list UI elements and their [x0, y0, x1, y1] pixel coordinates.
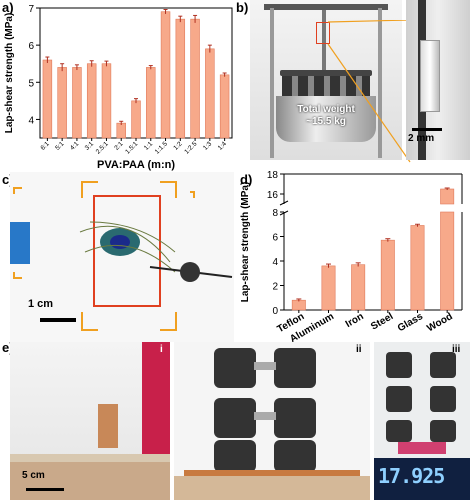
sub-label-ii: ii: [356, 344, 362, 355]
panel-label-d: d): [240, 172, 253, 187]
ytick-label-lower-d-1: 2: [272, 282, 278, 293]
xtick-label-a-1: 5:1: [54, 140, 66, 152]
ytick-label-a-3: 7: [28, 4, 34, 15]
panel-label-e: e): [2, 340, 14, 355]
photo-e-ii: ii: [174, 342, 370, 500]
bar-a-11: [205, 48, 215, 139]
scale-bar-b: [412, 128, 442, 131]
weight-label-line1: Total weight: [297, 104, 355, 115]
bonded-patch: [98, 404, 118, 448]
bonded-board: [184, 470, 360, 476]
ytick-label-a-2: 6: [28, 41, 34, 52]
bar-a-2: [72, 67, 82, 139]
bar-a-10: [190, 18, 200, 139]
panel-label-b: b): [236, 0, 249, 15]
bar-d-5-lower: [440, 211, 455, 311]
sub-label-i: i: [160, 344, 163, 355]
xtick-label-a-6: 1.5:1: [124, 140, 139, 155]
xtick-label-a-2: 4:1: [69, 140, 81, 152]
ytick-label-lower-d-0: 0: [272, 306, 278, 317]
bar-d-3: [380, 239, 395, 311]
bar-d-4: [410, 225, 425, 311]
xtick-label-a-11: 1:3: [202, 140, 214, 152]
ytick-label-a-1: 5: [28, 78, 34, 89]
xtick-label-d-2: Iron: [344, 311, 366, 330]
bar-a-7: [146, 67, 156, 139]
bar-a-4: [101, 63, 112, 139]
xtick-label-a-9: 1:2: [172, 140, 184, 152]
bar-a-8: [160, 11, 171, 139]
xtick-label-a-10: 1:2.5: [183, 140, 198, 155]
bar-a-6: [131, 100, 141, 139]
xtick-label-d-5: Wood: [425, 311, 454, 334]
blue-block: [10, 222, 30, 264]
ytick-label-lower-d-4: 8: [272, 208, 278, 219]
break-mark-upper-d: [279, 200, 289, 206]
scale-display-value: 17.925: [378, 464, 445, 488]
panel-label-a: a): [2, 0, 14, 15]
scale-bar-c-label: 1 cm: [28, 298, 54, 310]
xtick-label-a-3: 3:1: [84, 140, 96, 152]
joint-closeup-photo: 2 mm: [406, 0, 470, 160]
weight-label-line2: ~15.5 kg: [306, 116, 346, 127]
xtick-label-a-12: 1:4: [217, 140, 229, 152]
tensile-rig-photo: Total weight ~15.5 kg: [250, 0, 402, 160]
photo-e-i: 5 cm i: [10, 342, 170, 500]
bar-d-1: [321, 265, 336, 311]
bar-a-3: [86, 63, 97, 139]
bar-d-2: [351, 264, 366, 311]
xtick-label-a-5: 2:1: [113, 140, 125, 152]
bar-a-1: [57, 67, 67, 139]
bar-a-0: [42, 59, 53, 139]
bar-a-5: [116, 122, 126, 139]
scale-bar-e-label: 5 cm: [22, 470, 45, 481]
scale-bar-e: [26, 488, 64, 491]
panel-label-c: c): [2, 172, 14, 187]
xtick-label-a-8: 1:1.5: [154, 140, 169, 155]
photo-e-iii: 17.925 iii: [374, 342, 470, 500]
bar-d-5-upper: [440, 188, 455, 205]
ytick-label-upper-d-0: 16: [267, 190, 279, 201]
xtick-label-a-0: 6:1: [39, 140, 51, 152]
bar-a-12: [219, 74, 230, 139]
xtick-label-d-4: Glass: [396, 311, 425, 334]
break-mark-lower-d: [279, 210, 289, 216]
xtick-label-d-3: Steel: [369, 311, 395, 333]
xtick-label-a-7: 1:1: [143, 140, 155, 152]
ytick-label-lower-d-3: 6: [272, 233, 278, 244]
sub-label-iii: iii: [452, 344, 461, 355]
xlabel-a: PVA:PAA (m:n): [97, 159, 175, 171]
frames-overlay: [13, 181, 233, 331]
ylabel-a: Lap-shear strength (MPa): [4, 13, 15, 134]
zoom-region-frame: [316, 22, 330, 44]
bar-a-9: [175, 18, 186, 139]
scale-display: 17.925: [374, 458, 470, 500]
scale-bar-c: [40, 318, 76, 322]
bar-d-0: [291, 299, 306, 311]
ylabel-d: Lap-shear strength (MPa): [240, 182, 251, 303]
scale-bar-b-label: 2 mm: [408, 133, 435, 144]
pot-weight: [276, 96, 376, 142]
feather-photo: 1 cm: [10, 172, 234, 342]
xtick-label-a-4: 2.5:1: [95, 140, 110, 155]
ytick-label-a-0: 4: [28, 115, 34, 126]
ytick-label-upper-d-1: 18: [267, 170, 279, 181]
ytick-label-lower-d-2: 4: [272, 257, 278, 268]
zoom-connector-lines: [327, 20, 411, 163]
